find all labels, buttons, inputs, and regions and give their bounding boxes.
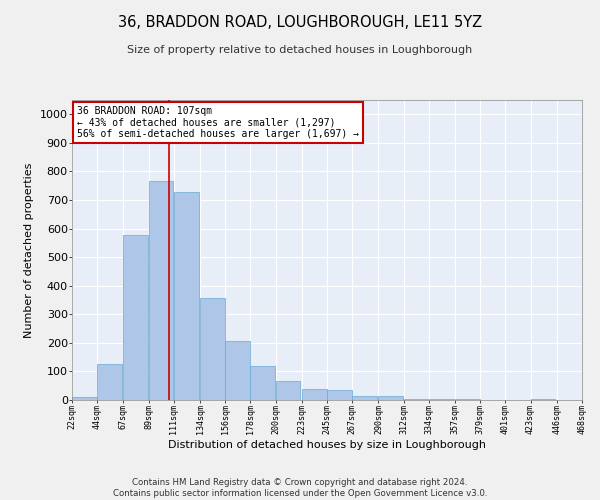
- Bar: [72, 397, 97, 400]
- Y-axis label: Number of detached properties: Number of detached properties: [24, 162, 34, 338]
- Bar: [429, 399, 454, 400]
- Bar: [530, 398, 556, 400]
- Bar: [149, 180, 173, 400]
- Text: Size of property relative to detached houses in Loughborough: Size of property relative to detached ho…: [127, 45, 473, 55]
- Text: 36 BRADDON ROAD: 107sqm
← 43% of detached houses are smaller (1,297)
56% of semi: 36 BRADDON ROAD: 107sqm ← 43% of detache…: [77, 106, 359, 139]
- Bar: [455, 399, 480, 400]
- Bar: [200, 298, 225, 400]
- X-axis label: Distribution of detached houses by size in Loughborough: Distribution of detached houses by size …: [168, 440, 486, 450]
- Bar: [404, 398, 428, 400]
- Bar: [302, 388, 326, 400]
- Bar: [379, 396, 403, 400]
- Bar: [124, 235, 148, 400]
- Bar: [97, 364, 122, 400]
- Bar: [327, 390, 352, 400]
- Bar: [275, 381, 301, 400]
- Bar: [250, 366, 275, 400]
- Text: 36, BRADDON ROAD, LOUGHBOROUGH, LE11 5YZ: 36, BRADDON ROAD, LOUGHBOROUGH, LE11 5YZ: [118, 15, 482, 30]
- Bar: [174, 192, 199, 400]
- Bar: [225, 340, 250, 400]
- Bar: [352, 396, 377, 400]
- Text: Contains HM Land Registry data © Crown copyright and database right 2024.
Contai: Contains HM Land Registry data © Crown c…: [113, 478, 487, 498]
